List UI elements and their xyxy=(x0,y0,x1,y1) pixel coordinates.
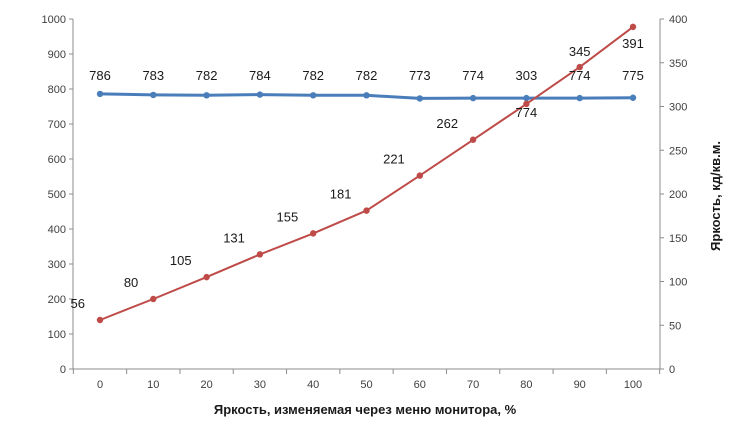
y2-tick-label: 250 xyxy=(669,145,687,157)
series-left-label: 782 xyxy=(196,68,218,83)
series-left-point xyxy=(150,91,157,99)
y-tick-label: 800 xyxy=(48,84,66,96)
series-right-point xyxy=(416,172,423,179)
y2-axis-title: Яркость, кд/кв.м. xyxy=(708,141,723,251)
series-right-point xyxy=(256,251,264,258)
y-tick-label: 200 xyxy=(48,294,66,306)
series-left-label: 774 xyxy=(462,68,484,83)
series-left-label: 782 xyxy=(356,68,378,83)
series-left-point xyxy=(310,92,317,99)
series-left-label: 773 xyxy=(409,68,431,83)
y-tick-label: 1000 xyxy=(42,14,66,26)
series-right-point xyxy=(150,295,157,303)
series-layer xyxy=(96,23,637,324)
series-left-label: 774 xyxy=(569,68,591,83)
x-tick-label: 30 xyxy=(254,379,266,391)
series-left-point xyxy=(256,91,264,98)
x-tick-label: 20 xyxy=(200,379,212,391)
y-tick-label: 300 xyxy=(48,259,66,271)
labels-layer: 786 783 782 784 782 782 773 774 774 774 775 56 80 105… xyxy=(71,36,644,311)
y2-tick-label: 400 xyxy=(669,14,687,26)
series-right-label: 56 xyxy=(71,296,85,311)
series-left-label: 786 xyxy=(89,68,111,83)
series-right-point xyxy=(363,207,370,214)
y-tick-label: 400 xyxy=(48,224,66,236)
series-right-label: 131 xyxy=(223,230,245,245)
x-tick-label: 0 xyxy=(97,379,103,391)
series-left-point xyxy=(416,95,423,102)
y2-tick-label: 0 xyxy=(669,364,675,376)
series-left-point xyxy=(96,90,104,98)
series-left-point xyxy=(629,94,637,101)
series-right-point xyxy=(310,230,317,237)
y2-tick-label: 200 xyxy=(669,189,687,201)
x-tick-label: 80 xyxy=(520,379,532,391)
series-left-point xyxy=(576,94,583,102)
y2-tick-label: 100 xyxy=(669,277,687,289)
y2-tick-label: 350 xyxy=(669,58,687,70)
y2-tick-label: 50 xyxy=(669,320,681,332)
series-right-point xyxy=(469,136,477,143)
series-right-label: 345 xyxy=(569,44,591,59)
series-left-point xyxy=(363,92,370,99)
y-tick-label: 0 xyxy=(60,364,66,376)
x-tick-label: 10 xyxy=(147,379,159,391)
x-tick-label: 50 xyxy=(360,379,372,391)
series-right-label: 262 xyxy=(436,116,458,131)
series-right-label: 181 xyxy=(330,187,352,202)
y-tick-label: 100 xyxy=(48,329,66,341)
x-axis-title: Яркость, изменяемая через меню монитора,… xyxy=(214,402,517,417)
series-left-label: 783 xyxy=(142,68,164,83)
series-left-point xyxy=(469,94,477,102)
series-right-label: 391 xyxy=(622,36,644,51)
x-tick-label: 70 xyxy=(467,379,479,391)
series-left-label: 774 xyxy=(516,105,538,120)
y2-tick-label: 300 xyxy=(669,102,687,114)
series-right-point xyxy=(523,100,530,108)
series-right-label: 303 xyxy=(516,68,538,83)
series-right-point xyxy=(576,63,583,71)
axes-layer: 0100200300400500600700800900100005010015… xyxy=(42,14,688,391)
series-left-point xyxy=(203,92,210,99)
y-tick-label: 700 xyxy=(48,119,66,131)
y-tick-label: 900 xyxy=(48,49,66,61)
series-left-label: 784 xyxy=(249,68,271,83)
series-right-label: 80 xyxy=(124,275,138,290)
y-tick-label: 500 xyxy=(48,189,66,201)
series-left-label: 782 xyxy=(302,68,324,83)
series-right-point xyxy=(629,23,637,31)
y2-tick-label: 150 xyxy=(669,233,687,245)
x-tick-label: 40 xyxy=(307,379,319,391)
series-right-label: 105 xyxy=(170,253,192,268)
y-tick-label: 600 xyxy=(48,154,66,166)
series-right-label: 155 xyxy=(276,209,298,224)
series-right-label: 221 xyxy=(383,152,405,167)
series-left-point xyxy=(523,94,530,102)
x-tick-label: 90 xyxy=(574,379,586,391)
series-right-point xyxy=(203,273,210,281)
series-left-label: 775 xyxy=(622,68,644,83)
series-right-point xyxy=(96,316,104,324)
x-tick-label: 100 xyxy=(624,379,642,391)
x-tick-label: 60 xyxy=(414,379,426,391)
